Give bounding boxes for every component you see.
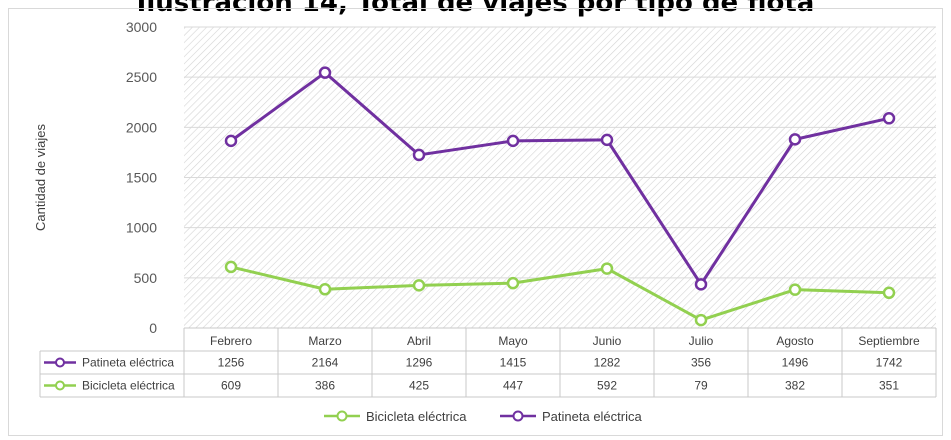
data-point [882,112,896,125]
table-cell: 351 [879,379,899,393]
table-cell: 609 [221,379,241,393]
category-label: Marzo [308,334,342,348]
table-cell: 1256 [218,356,245,370]
category-label: Julio [689,334,714,348]
data-point [318,283,332,296]
table-cell: 1282 [594,356,621,370]
category-label: Abril [407,334,431,348]
category-label: Septiembre [858,334,920,348]
y-tick-label: 2500 [126,69,157,85]
data-point [882,286,896,300]
legend-label: Bicicleta eléctrica [366,409,467,424]
legend-label: Patineta eléctrica [542,409,642,424]
table-cell: 425 [409,379,429,393]
series-line [230,71,890,286]
data-point [412,148,426,162]
category-label: Febrero [210,334,252,348]
data-point [412,279,426,292]
y-tick-label: 0 [149,320,157,336]
table-legend-key-marker [55,380,65,391]
series-line [230,265,890,322]
legend-key-marker [336,410,348,422]
category-label: Agosto [776,334,814,348]
data-point [224,260,238,274]
y-tick-label: 2000 [126,119,157,135]
table-cell: 592 [597,379,617,393]
chart-title: Ilustración 14, Total de viajes por tipo… [136,0,815,18]
table-cell: 356 [691,356,711,370]
data-point [506,276,520,290]
y-axis-label: Cantidad de viajes [33,124,48,231]
table-cell: 386 [315,379,335,393]
table-cell: 447 [503,379,523,393]
table-row-label: Bicicleta eléctrica [82,379,175,393]
table-legend-key-marker [55,357,65,368]
y-tick-label: 1500 [126,170,157,186]
data-point [788,283,802,296]
table-cell: 79 [694,379,708,393]
legend-key-marker [512,410,524,422]
table-row-label: Patineta eléctrica [82,356,174,370]
data-point [506,134,520,148]
table-cell: 1496 [782,356,809,370]
data-point [224,134,238,148]
category-label: Mayo [498,334,528,348]
table-cell: 2164 [312,356,339,370]
table-cell: 1296 [406,356,433,370]
data-point [788,133,802,146]
data-point [318,66,332,79]
category-label: Junio [593,334,622,348]
data-point [694,278,708,291]
data-point [694,313,708,327]
y-tick-label: 1000 [126,220,157,236]
data-point [600,133,614,147]
y-tick-label: 3000 [126,19,157,35]
data-point [600,262,614,275]
table-cell: 1415 [500,356,527,370]
y-tick-label: 500 [134,270,158,286]
table-cell: 1742 [876,356,903,370]
table-cell: 382 [785,379,805,393]
